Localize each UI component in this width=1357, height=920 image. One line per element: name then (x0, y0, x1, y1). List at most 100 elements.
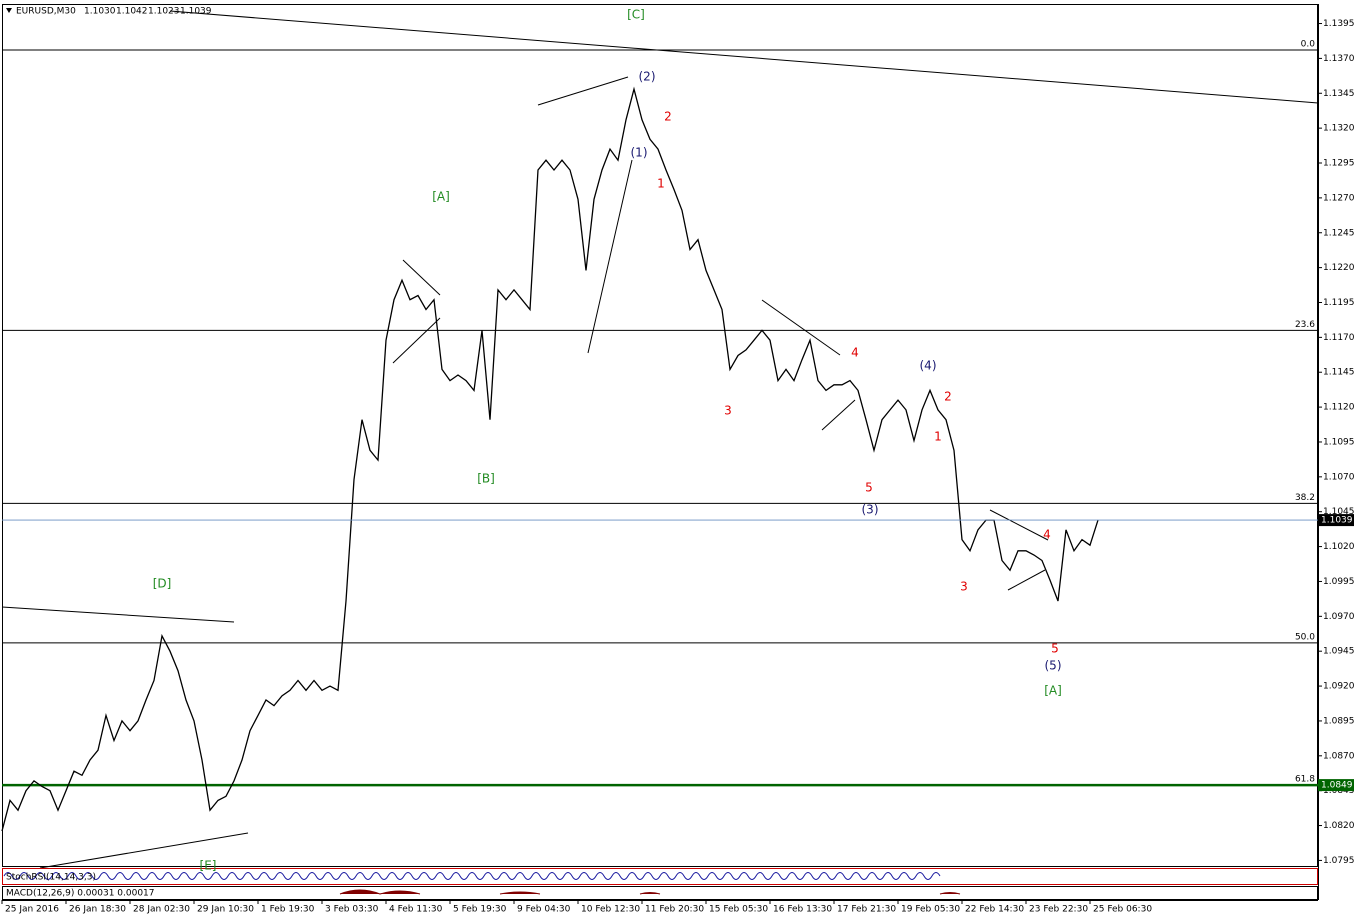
fib-level-label: 38.2 (1295, 493, 1315, 503)
x-tick-label: 26 Jan 18:30 (69, 905, 126, 915)
ohlc-low: 1.1023 (148, 7, 180, 17)
trendline (169, 10, 1319, 104)
wave-label: 5 (1051, 642, 1059, 656)
price-box-label: 1.0849 (1321, 781, 1353, 791)
trendline (39, 832, 249, 869)
x-tick-label: 17 Feb 21:30 (837, 905, 896, 915)
y-tick-label: 1.0920 (1323, 682, 1355, 692)
trendline (1007, 569, 1046, 591)
x-tick-label: 16 Feb 13:30 (773, 905, 832, 915)
plot-frame (2, 4, 1318, 867)
wave-label: [C] (627, 8, 645, 22)
x-tick-label: 28 Jan 02:30 (133, 905, 190, 915)
wave-label: [A] (432, 190, 450, 204)
fib-level-label: 50.0 (1295, 632, 1315, 642)
y-tick-label: 1.1170 (1323, 333, 1355, 343)
fib-level-label: 0.0 (1301, 40, 1316, 50)
wave-label: 1 (934, 430, 942, 444)
x-tick-label: 25 Feb 06:30 (1093, 905, 1152, 915)
trendline (392, 317, 441, 364)
y-tick-label: 1.1370 (1323, 54, 1355, 64)
trendlines (1, 10, 1319, 869)
y-tick-label: 1.0995 (1323, 577, 1355, 587)
y-tick-label: 1.0845 (1323, 786, 1355, 796)
x-tick-label: 15 Feb 05:30 (709, 905, 768, 915)
x-tick-label: 4 Feb 11:30 (389, 905, 443, 915)
chart-title: EURUSD,M30 (16, 7, 76, 17)
wave-label: 3 (724, 404, 732, 418)
y-tick-label: 1.0820 (1323, 821, 1355, 831)
y-tick-label: 1.1120 (1323, 403, 1355, 413)
ohlc-open: 1.1030 (84, 7, 116, 17)
x-tick-label: 5 Feb 19:30 (453, 905, 507, 915)
fib-level-label: 61.8 (1295, 775, 1315, 785)
price-line (1, 86, 1099, 832)
x-tick-label: 1 Feb 19:30 (261, 905, 315, 915)
fib-level-label: 23.6 (1295, 320, 1315, 330)
trendline (1, 606, 235, 623)
price-box-label: 1.1039 (1321, 516, 1353, 526)
ohlc-high: 1.1042 (116, 7, 148, 17)
x-tick-label: 3 Feb 03:30 (325, 905, 379, 915)
y-tick-label: 1.0895 (1323, 716, 1355, 726)
y-tick-label: 1.1095 (1323, 437, 1355, 447)
wave-label: [E] (200, 859, 217, 873)
menu-arrow (6, 8, 12, 13)
y-tick-label: 1.1245 (1323, 228, 1355, 238)
x-tick-label: 29 Jan 10:30 (197, 905, 254, 915)
x-tick-label: 25 Jan 2016 (5, 905, 59, 915)
y-tick-label: 1.1345 (1323, 89, 1355, 99)
wave-label: (5) (1045, 659, 1062, 673)
wave-label: 4 (1043, 528, 1051, 542)
wave-label: 1 (657, 177, 665, 191)
y-tick-label: 1.1220 (1323, 263, 1355, 273)
x-tick-label: 22 Feb 14:30 (965, 905, 1024, 915)
y-tick-label: 1.1145 (1323, 368, 1355, 378)
y-tick-label: 1.1270 (1323, 193, 1355, 203)
wave-label: [A] (1044, 684, 1062, 698)
wave-label: 4 (851, 346, 859, 360)
x-tick-label: 11 Feb 20:30 (645, 905, 704, 915)
macd-panel (2, 886, 1318, 900)
wave-label: (2) (639, 70, 656, 84)
indicator-label: MACD(12,26,9) 0.00031 0.00017 (6, 889, 155, 899)
y-tick-label: 1.0945 (1323, 647, 1355, 657)
y-tick-label: 1.1395 (1323, 19, 1355, 29)
y-tick-label: 1.0970 (1323, 612, 1355, 622)
wave-label: 2 (664, 110, 672, 124)
x-tick-label: 23 Feb 22:30 (1029, 905, 1088, 915)
wave-label: 3 (960, 580, 968, 594)
y-tick-label: 1.0795 (1323, 856, 1355, 866)
price-box (1318, 514, 1354, 527)
y-tick-label: 1.0870 (1323, 751, 1355, 761)
wave-label: [B] (477, 472, 495, 486)
wave-label: (1) (631, 146, 648, 160)
trendline (587, 159, 633, 354)
wave-label: 2 (944, 390, 952, 404)
wave-label: (4) (920, 359, 937, 373)
wave-label: 5 (865, 481, 873, 495)
wave-label: (3) (862, 503, 879, 517)
x-tick-label: 10 Feb 12:30 (581, 905, 640, 915)
trendline (761, 299, 841, 356)
stoch-line (3, 872, 941, 880)
trendline (821, 399, 856, 431)
y-tick-label: 1.1295 (1323, 159, 1355, 169)
ohlc-close: 1.1039 (180, 7, 212, 17)
trendline (537, 76, 629, 106)
y-tick-label: 1.1320 (1323, 124, 1355, 134)
header: EURUSD,M30 1.1030 1.1042 1.1023 1.1039 (6, 7, 212, 17)
trendline (402, 259, 441, 296)
y-tick-label: 1.1020 (1323, 542, 1355, 552)
wave-label: [D] (153, 577, 172, 591)
indicator-label: StochRSI(14,14,3,3) (6, 873, 96, 883)
y-tick-label: 1.1070 (1323, 472, 1355, 482)
macd-histogram (339, 889, 961, 895)
y-tick-label: 1.1045 (1323, 507, 1355, 517)
y-tick-label: 1.1195 (1323, 298, 1355, 308)
price-box (1318, 779, 1354, 792)
trendline (989, 509, 1049, 541)
x-tick-label: 9 Feb 04:30 (517, 905, 571, 915)
